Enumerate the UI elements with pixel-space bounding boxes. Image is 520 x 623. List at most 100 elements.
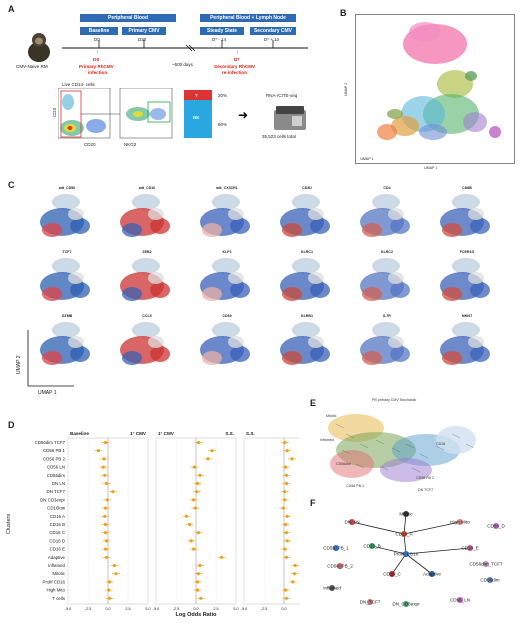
data-point xyxy=(192,498,196,502)
secondary-infection-label: Secondary RhCMV xyxy=(214,64,256,69)
cluster-label: CD16 D xyxy=(49,538,65,543)
panel-letter-c: C xyxy=(8,180,15,190)
forest-ylabel: Clusters xyxy=(6,514,12,534)
graph-node xyxy=(389,571,395,577)
umap-feature-cd3d xyxy=(280,194,330,237)
data-point xyxy=(284,531,288,535)
graph-edge xyxy=(391,553,407,575)
x-tick-label: 0.0 xyxy=(105,607,110,611)
graph-edge xyxy=(405,547,471,555)
data-point xyxy=(104,547,108,551)
umap-feature-cd8b xyxy=(440,194,490,237)
graph-edge xyxy=(351,521,405,535)
umap-title-klrc2: KLRC2 xyxy=(381,250,393,254)
data-point xyxy=(196,531,200,535)
tnk-bar xyxy=(184,90,212,138)
flow-cd3-label: CD3 xyxy=(52,107,58,118)
x-tick-label: 2.5 xyxy=(125,607,130,611)
graph-node xyxy=(333,545,339,551)
umap-feature-adt-cx3cr1 xyxy=(200,194,250,237)
velocity-plot xyxy=(328,414,476,482)
umap-title-klf2: KLF2 xyxy=(222,250,232,254)
data-point xyxy=(108,580,112,584)
graph-node-label: CD16_E xyxy=(461,546,478,551)
facet-frame xyxy=(243,437,300,605)
umap-feature-adt-cd16 xyxy=(120,194,170,237)
graph-node-label: High Mito xyxy=(450,520,470,525)
umap-feature-ccl5 xyxy=(120,322,170,365)
timeline-axis xyxy=(62,40,308,52)
x-tick-label: 5.0 xyxy=(145,607,150,611)
graph-node-label: CD56_PB_2 xyxy=(327,564,353,569)
trajectory-graph: DN_LN Mitotic High Mito CD56_D CD16_A CD56_PB… xyxy=(323,511,505,607)
umap-title-adt-cd16: adt_CD16 xyxy=(138,186,156,190)
panel-letter-a: A xyxy=(8,4,15,14)
data-point xyxy=(291,580,295,584)
data-point xyxy=(104,539,108,543)
data-point xyxy=(283,440,287,445)
data-point xyxy=(107,588,111,592)
cluster-label: DN CD3expr xyxy=(40,497,65,502)
data-point xyxy=(293,563,297,568)
graph-edge xyxy=(405,553,433,575)
data-point xyxy=(104,531,108,535)
x-tick-label: 5.0 xyxy=(233,607,238,611)
seq-label: RNA-/CITE-seq xyxy=(266,93,298,98)
pct-nk: 80% xyxy=(218,122,228,127)
flow-nkg2-label: NKG2 xyxy=(124,142,137,147)
graph-node-label: DN_CD3expr xyxy=(392,602,420,607)
cluster-label: CD16 A xyxy=(50,514,65,519)
data-point xyxy=(210,449,214,453)
facet-header-left: Baseline xyxy=(70,431,89,436)
graph-edge xyxy=(403,533,407,555)
facet-header-left: S.S. xyxy=(246,431,255,436)
umap-b-xlabel: UMAP 1 xyxy=(360,157,373,161)
umap-title-ccl5: CCL5 xyxy=(142,314,152,318)
e-label-cd56dim: CD56dim xyxy=(336,462,351,466)
facet-header-left: 1° CMV xyxy=(158,431,175,436)
primary-infection-arrow: ↑ xyxy=(96,50,99,56)
umap-title-adt-cx3cr1: adt_CX3CR1 xyxy=(216,186,238,190)
umap-feature-klf2 xyxy=(200,258,250,301)
umap-title-gzmb: GZMB xyxy=(61,314,73,318)
data-point xyxy=(108,596,112,600)
graph-node xyxy=(457,519,463,525)
primary-infection-label-2: infection xyxy=(88,70,108,75)
panel-letter-d: D xyxy=(8,420,15,430)
umap-title-cd8b: CD8B xyxy=(462,186,472,190)
graph-node xyxy=(401,531,407,537)
data-point xyxy=(285,449,289,453)
umap-feature-klrc1 xyxy=(280,258,330,301)
timepoint-baseline: Baseline xyxy=(80,27,118,35)
graph-node xyxy=(493,523,499,529)
data-point xyxy=(283,547,287,551)
graph-node-label: Inflamed xyxy=(323,586,341,591)
data-point xyxy=(193,506,197,510)
secondary-infection-label-2: re-infection xyxy=(222,70,248,75)
cluster-label: DN TCF7 xyxy=(47,489,66,494)
data-point xyxy=(114,572,118,576)
data-point xyxy=(284,481,288,486)
data-point xyxy=(284,555,288,559)
data-point xyxy=(284,588,288,592)
graph-node xyxy=(467,545,473,551)
umap-feature-klrc2 xyxy=(360,258,410,301)
day-steady: D* - 14 xyxy=(212,37,227,42)
umap-feature-gzmb xyxy=(40,322,90,365)
graph-node xyxy=(487,577,493,583)
day-primary: D30 xyxy=(138,37,147,42)
x-tick-label: -2.5 xyxy=(173,607,180,611)
data-point xyxy=(283,498,287,502)
umap-title-klrb1: KLRB1 xyxy=(301,314,313,318)
panel-letter-e: E xyxy=(310,398,317,408)
data-point xyxy=(198,473,202,477)
e-label-mitotic: Mitotic xyxy=(326,414,337,418)
flow-title: Live CD14- cells xyxy=(62,82,95,87)
cluster-label: T cells xyxy=(52,596,65,601)
graph-node xyxy=(403,601,409,607)
data-point xyxy=(292,572,296,576)
flow-cd20-label: CD20 xyxy=(84,142,96,147)
panel-letter-f: F xyxy=(310,498,316,508)
cluster-label: CD16 E xyxy=(50,547,65,552)
x-tick-label: -2.5 xyxy=(261,607,268,611)
